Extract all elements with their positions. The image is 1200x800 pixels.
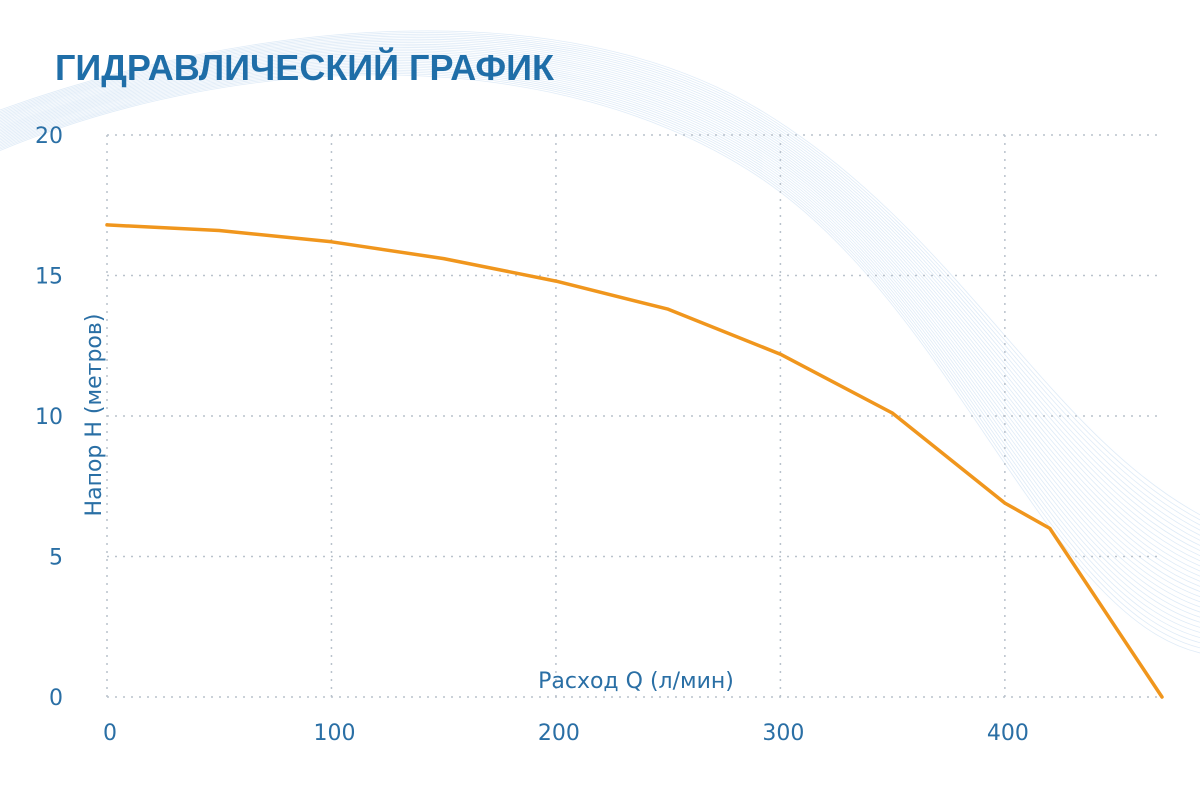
decorative-wave-background	[0, 30, 1200, 654]
x-tick-label: 200	[538, 721, 580, 746]
wave-line	[0, 48, 1200, 572]
wave-line	[0, 37, 1200, 536]
wave-line	[0, 38, 1200, 541]
wave-line	[0, 72, 1200, 649]
wave-line	[0, 68, 1200, 633]
wave-line	[0, 74, 1200, 654]
wave-line	[0, 64, 1200, 623]
wave-line	[0, 69, 1200, 638]
wave-line	[0, 61, 1200, 613]
series-group	[105, 223, 1164, 699]
y-axis-label: Напор H (метров)	[82, 314, 107, 517]
x-tick-label: 100	[313, 721, 355, 746]
wave-line	[0, 42, 1200, 551]
y-tick-label: 15	[35, 265, 63, 290]
y-tick-label: 20	[35, 124, 63, 149]
chart-grid	[106, 134, 1162, 698]
wave-line	[0, 63, 1200, 618]
wave-line	[0, 60, 1200, 608]
x-tick-label: 0	[103, 721, 117, 746]
wave-line	[0, 40, 1200, 546]
wave-line	[0, 33, 1200, 526]
x-axis-label: Расход Q (л/мин)	[538, 669, 734, 694]
wave-line	[0, 30, 1200, 516]
wave-line	[0, 53, 1200, 587]
wave-line	[0, 58, 1200, 602]
wave-line	[0, 47, 1200, 567]
y-tick-label: 0	[49, 686, 63, 711]
y-tick-label: 10	[35, 405, 63, 430]
wave-line	[0, 52, 1200, 582]
x-tick-label: 300	[762, 721, 804, 746]
wave-line	[0, 45, 1200, 562]
wave-line	[0, 66, 1200, 628]
x-tick-label: 400	[987, 721, 1029, 746]
wave-line	[0, 32, 1200, 521]
wave-line	[0, 55, 1200, 592]
series-line	[105, 223, 1164, 699]
wave-line	[0, 56, 1200, 597]
wave-line	[0, 43, 1200, 556]
chart-title: ГИДРАВЛИЧЕСКИЙ ГРАФИК	[55, 46, 555, 88]
y-tick-label: 5	[49, 546, 63, 571]
wave-line	[0, 50, 1200, 577]
wave-line	[0, 71, 1200, 643]
wave-line	[0, 35, 1200, 531]
